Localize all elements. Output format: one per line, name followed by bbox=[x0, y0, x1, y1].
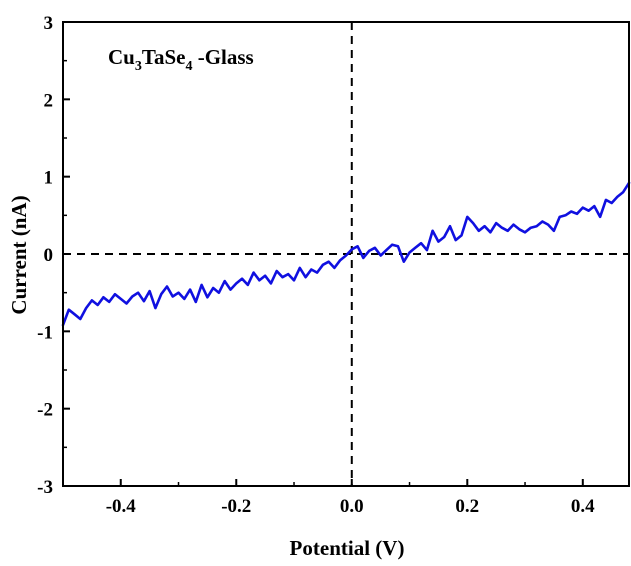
y-axis-title: Current (nA) bbox=[7, 195, 31, 314]
ticks: -0.4 -0.2 0.0 0.2 0.4 -3 -2 -1 0 1 2 3 bbox=[37, 13, 595, 517]
x-tick-label: -0.2 bbox=[221, 496, 251, 517]
y-tick-label: -2 bbox=[37, 400, 53, 421]
x-axis-title: Potential (V) bbox=[290, 536, 405, 560]
series-layer bbox=[61, 181, 631, 327]
series-line bbox=[61, 181, 631, 327]
y-tick-label: -3 bbox=[37, 477, 53, 498]
y-tick-label: 2 bbox=[44, 90, 54, 111]
y-tick-label: 3 bbox=[44, 13, 54, 34]
x-tick-label: 0.2 bbox=[455, 496, 479, 517]
x-tick-label: 0.4 bbox=[571, 496, 595, 517]
chart-annotation: Cu3TaSe4 -Glass bbox=[108, 45, 254, 74]
y-tick-label: 0 bbox=[44, 245, 54, 266]
x-tick-label: 0.0 bbox=[340, 496, 364, 517]
y-tick-label: -1 bbox=[37, 322, 53, 343]
y-tick-label: 1 bbox=[44, 168, 54, 189]
x-tick-label: -0.4 bbox=[106, 496, 137, 517]
